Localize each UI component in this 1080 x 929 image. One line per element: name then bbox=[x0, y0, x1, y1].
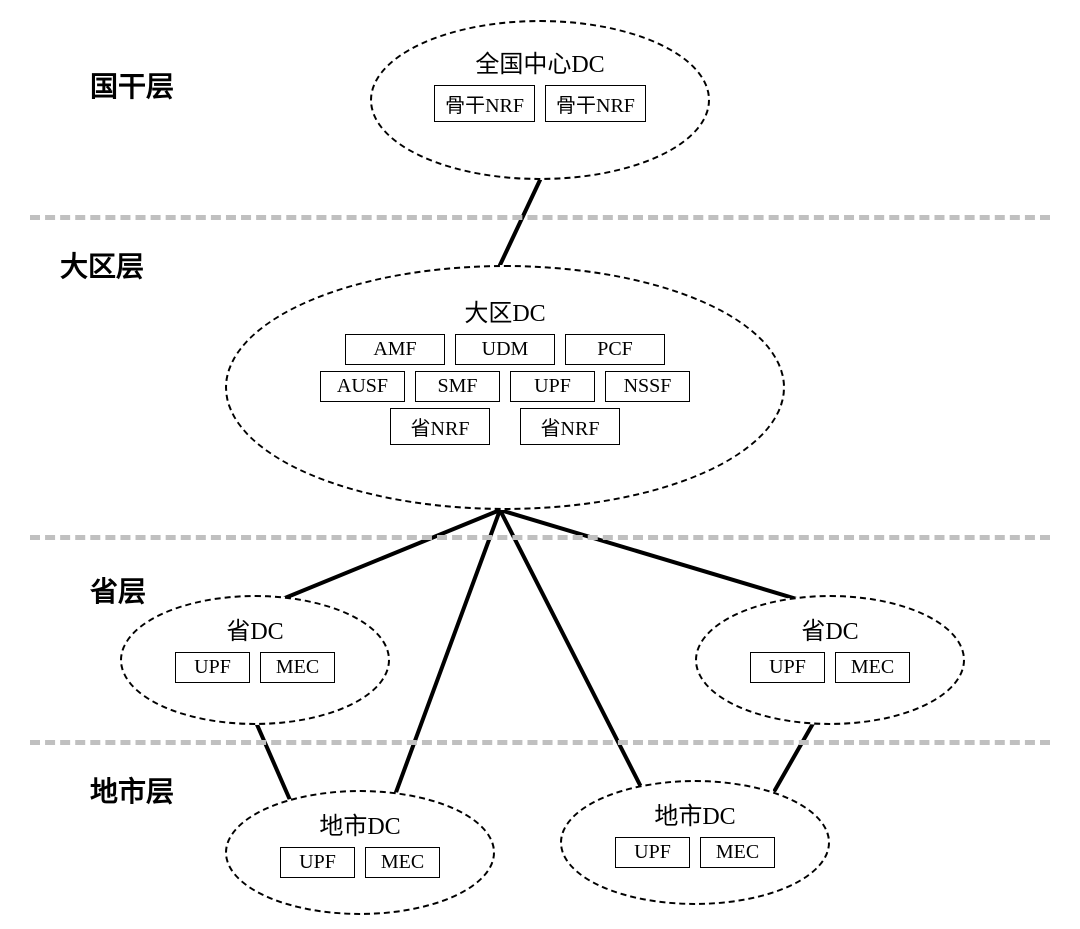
box-pcf: PCF bbox=[565, 334, 665, 365]
box-upf: UPF bbox=[510, 371, 595, 402]
box-row: 骨干NRF 骨干NRF bbox=[434, 85, 646, 122]
node-region-dc: 大区DC AMF UDM PCF AUSF SMF UPF NSSF 省NRF … bbox=[225, 265, 785, 510]
box-upf: UPF bbox=[280, 847, 355, 878]
node-title: 全国中心DC bbox=[475, 44, 604, 79]
box-nrf: 骨干NRF bbox=[434, 85, 535, 122]
box-row: AUSF SMF UPF NSSF bbox=[320, 371, 690, 402]
box-row: UPF MEC bbox=[615, 837, 775, 868]
box-ausf: AUSF bbox=[320, 371, 405, 402]
node-title: 地市DC bbox=[654, 796, 735, 831]
divider-1 bbox=[30, 215, 1050, 220]
box-smf: SMF bbox=[415, 371, 500, 402]
box-mec: MEC bbox=[700, 837, 775, 868]
node-province-dc-right: 省DC UPF MEC bbox=[695, 595, 965, 725]
box-upf: UPF bbox=[615, 837, 690, 868]
layer-label-city: 地市层 bbox=[90, 770, 174, 810]
box-province-nrf: 省NRF bbox=[520, 408, 620, 445]
box-row: UPF MEC bbox=[280, 847, 440, 878]
box-province-nrf: 省NRF bbox=[390, 408, 490, 445]
box-mec: MEC bbox=[260, 652, 335, 683]
box-row: UPF MEC bbox=[175, 652, 335, 683]
box-row: AMF UDM PCF bbox=[345, 334, 665, 365]
node-title: 省DC bbox=[226, 611, 283, 646]
node-title: 地市DC bbox=[319, 806, 400, 841]
box-nssf: NSSF bbox=[605, 371, 690, 402]
box-upf: UPF bbox=[750, 652, 825, 683]
box-amf: AMF bbox=[345, 334, 445, 365]
divider-3 bbox=[30, 740, 1050, 745]
node-province-dc-left: 省DC UPF MEC bbox=[120, 595, 390, 725]
node-title: 大区DC bbox=[464, 293, 545, 328]
layer-label-province: 省层 bbox=[90, 570, 146, 610]
node-national-dc: 全国中心DC 骨干NRF 骨干NRF bbox=[370, 20, 710, 180]
node-title: 省DC bbox=[801, 611, 858, 646]
layer-label-national: 国干层 bbox=[90, 65, 174, 105]
divider-2 bbox=[30, 535, 1050, 540]
box-nrf: 骨干NRF bbox=[545, 85, 646, 122]
box-upf: UPF bbox=[175, 652, 250, 683]
node-city-dc-left: 地市DC UPF MEC bbox=[225, 790, 495, 915]
box-mec: MEC bbox=[835, 652, 910, 683]
box-row: UPF MEC bbox=[750, 652, 910, 683]
box-row: 省NRF 省NRF bbox=[390, 408, 620, 445]
box-mec: MEC bbox=[365, 847, 440, 878]
box-udm: UDM bbox=[455, 334, 555, 365]
layer-label-region: 大区层 bbox=[60, 245, 144, 285]
node-city-dc-right: 地市DC UPF MEC bbox=[560, 780, 830, 905]
